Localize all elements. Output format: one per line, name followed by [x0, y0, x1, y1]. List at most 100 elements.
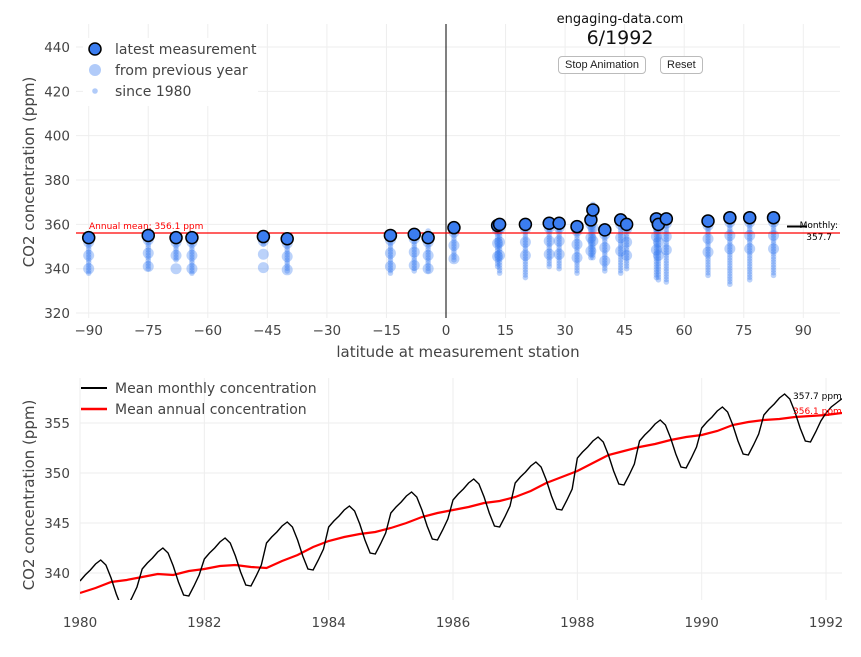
since-1980-point: [602, 268, 608, 274]
previous-year-point: [744, 229, 756, 241]
since-1980-point: [451, 251, 457, 258]
previous-year-point: [422, 249, 434, 261]
since-1980-point: [602, 236, 608, 242]
x-tick-label: 15: [497, 323, 514, 339]
since-1980-point: [623, 252, 630, 259]
previous-year-point: [768, 243, 780, 255]
reset-button[interactable]: Reset: [660, 56, 703, 74]
since-1980-point: [574, 267, 580, 274]
since-1980-point: [727, 265, 733, 272]
since-1980-point: [663, 268, 670, 275]
latest-measurement-point: [492, 217, 507, 232]
since-1980-point: [451, 246, 457, 252]
since-1980-point: [705, 267, 711, 273]
latest-measurement-point: [586, 203, 600, 217]
since-1980-point: [284, 262, 291, 269]
latest-measurement-point: [141, 228, 155, 243]
since-1980-point: [425, 244, 431, 250]
since-1980-point: [284, 254, 291, 261]
since-1980-point: [411, 241, 418, 248]
since-1980-point: [617, 243, 624, 250]
since-1980-point: [522, 245, 529, 252]
since-1980-point: [623, 265, 630, 272]
legend-item: since 1980: [115, 84, 191, 100]
since-1980-point: [522, 242, 529, 249]
since-1980-point: [588, 236, 594, 242]
since-1980-point: [590, 241, 596, 248]
since-1980-point: [451, 249, 457, 255]
since-1980-point: [653, 274, 660, 281]
since-1980-point: [145, 255, 152, 261]
since-1980-point: [496, 243, 503, 250]
since-1980-point: [522, 237, 529, 244]
since-1980-point: [727, 249, 733, 256]
x-tick-label: −30: [313, 323, 342, 339]
since-1980-point: [85, 259, 92, 266]
x-tick-label: 1980: [63, 615, 97, 631]
since-1980-point: [727, 233, 733, 240]
since-1980-point: [494, 250, 501, 256]
since-1980-point: [727, 281, 733, 288]
since-1980-point: [425, 246, 431, 253]
since-1980-point: [556, 236, 562, 243]
since-1980-point: [617, 241, 624, 247]
previous-year-point: [448, 239, 460, 251]
since-1980-point: [496, 249, 503, 255]
since-1980-point: [574, 251, 580, 258]
since-1980-point: [655, 276, 662, 283]
stop-animation-button[interactable]: Stop Animation: [558, 56, 646, 74]
previous-year-point: [599, 255, 611, 267]
since-1980-point: [546, 234, 553, 241]
since-1980-point: [574, 265, 580, 271]
previous-year-point: [724, 243, 736, 255]
since-1980-point: [189, 267, 195, 274]
since-1980-point: [617, 259, 624, 266]
since-1980-point: [556, 239, 562, 245]
previous-year-point: [571, 238, 583, 250]
since-1980-point: [617, 262, 624, 268]
since-1980-point: [617, 249, 624, 255]
since-1980-point: [623, 236, 630, 243]
legend-annual-label: Mean annual concentration: [115, 402, 307, 418]
since-1980-point: [653, 250, 660, 257]
previous-year-point: [170, 263, 182, 275]
previous-year-point: [384, 247, 396, 259]
previous-year-point: [553, 235, 565, 247]
since-1980-point: [588, 233, 594, 240]
x-tick-label: 0: [442, 323, 451, 339]
previous-year-point: [492, 251, 504, 263]
since-1980-point: [617, 254, 624, 260]
since-1980-point: [189, 251, 195, 258]
since-1980-point: [496, 241, 503, 247]
since-1980-point: [496, 257, 503, 263]
since-1980-point: [189, 265, 195, 271]
since-1980-point: [387, 267, 394, 274]
since-1980-point: [574, 259, 580, 266]
since-1980-point: [602, 265, 608, 272]
since-1980-point: [556, 263, 562, 269]
latest-measurement-point: [659, 212, 674, 226]
monthly-end-label: 357.7 ppm: [793, 392, 842, 402]
since-1980-point: [522, 258, 529, 265]
since-1980-point: [705, 232, 711, 239]
since-1980-point: [746, 239, 753, 246]
since-1980-point: [617, 246, 624, 252]
since-1980-point: [425, 254, 431, 261]
since-1980-point: [145, 252, 152, 259]
since-1980-point: [602, 249, 608, 256]
since-1980-point: [770, 243, 777, 249]
latest-measurement-point: [447, 220, 461, 235]
latest-measurement-point: [169, 230, 183, 245]
since-1980-point: [617, 270, 624, 276]
since-1980-point: [522, 264, 529, 270]
since-1980-point: [727, 241, 733, 248]
since-1980-point: [496, 267, 503, 274]
x-tick-label: −90: [74, 323, 103, 339]
since-1980-point: [522, 261, 529, 268]
since-1980-point: [663, 257, 670, 264]
since-1980-point: [663, 225, 670, 232]
y-axis-title: CO2 concentration (ppm): [20, 77, 38, 268]
previous-year-point: [519, 249, 531, 261]
y-tick-label: 380: [44, 173, 70, 189]
